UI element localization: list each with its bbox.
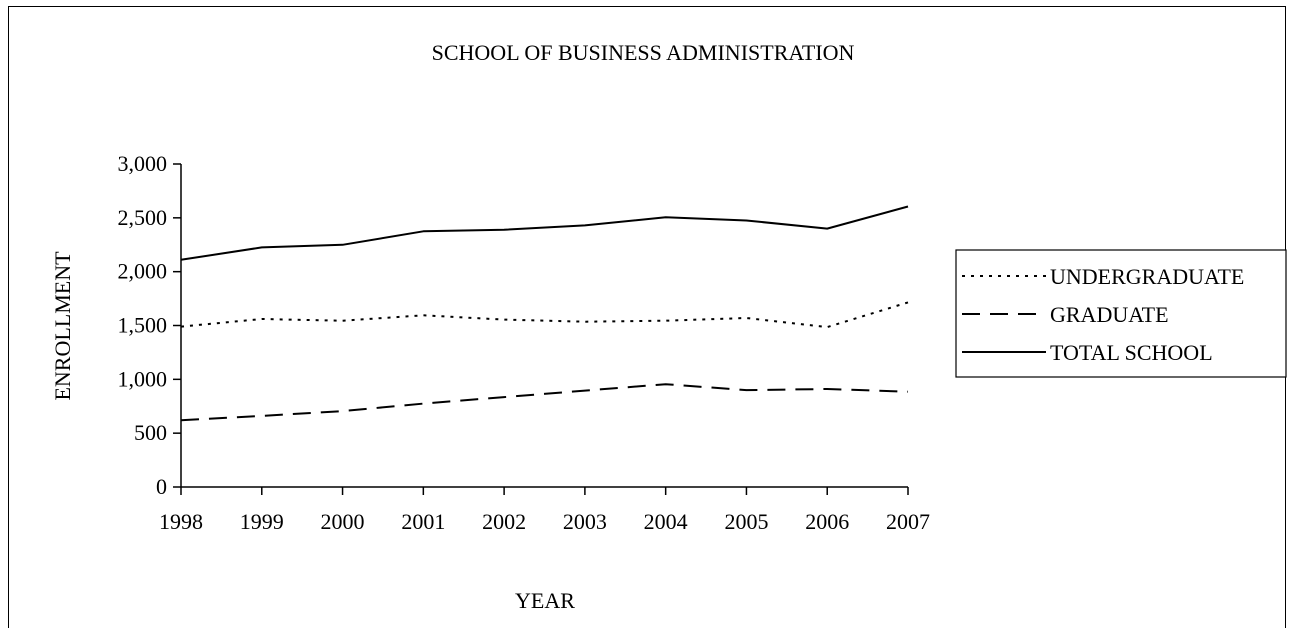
legend-label: UNDERGRADUATE	[1050, 264, 1244, 289]
chart-title: SCHOOL OF BUSINESS ADMINISTRATION	[432, 40, 855, 65]
x-tick-label: 2006	[805, 509, 849, 534]
x-axis-title: YEAR	[515, 588, 575, 613]
x-tick-label: 2007	[886, 509, 930, 534]
x-tick-label: 1999	[240, 509, 284, 534]
y-axis-title: ENROLLMENT	[50, 251, 75, 401]
x-tick-label: 2001	[401, 509, 445, 534]
axes: 0 500 1,000 1,500 2,000 2,500 3,000 1998 1999 200…	[118, 151, 931, 534]
y-tick-label: 2,000	[118, 259, 168, 284]
x-tick-label: 2002	[482, 509, 526, 534]
x-tick-label: 2000	[321, 509, 365, 534]
legend-label: GRADUATE	[1050, 302, 1169, 327]
x-tick-label: 2003	[563, 509, 607, 534]
y-tick-label: 3,000	[118, 151, 168, 176]
series-line-graduate	[180, 383, 909, 422]
y-tick-label: 2,500	[118, 205, 168, 230]
legend: UNDERGRADUATE GRADUATE TOTAL SCHOOL	[955, 249, 1287, 378]
legend-box	[955, 249, 1287, 378]
y-tick-label: 1,000	[118, 366, 168, 391]
y-tick-label: 500	[134, 420, 167, 445]
legend-label: TOTAL SCHOOL	[1050, 340, 1213, 365]
series-line-total-school	[180, 205, 909, 261]
series-layer	[180, 205, 909, 422]
x-tick-label: 2004	[644, 509, 688, 534]
x-tick-label: 2005	[724, 509, 768, 534]
x-tick-label: 1998	[159, 509, 203, 534]
series-line-undergraduate	[180, 301, 909, 329]
y-tick-label: 1,500	[118, 313, 168, 338]
y-tick-label: 0	[156, 474, 167, 499]
